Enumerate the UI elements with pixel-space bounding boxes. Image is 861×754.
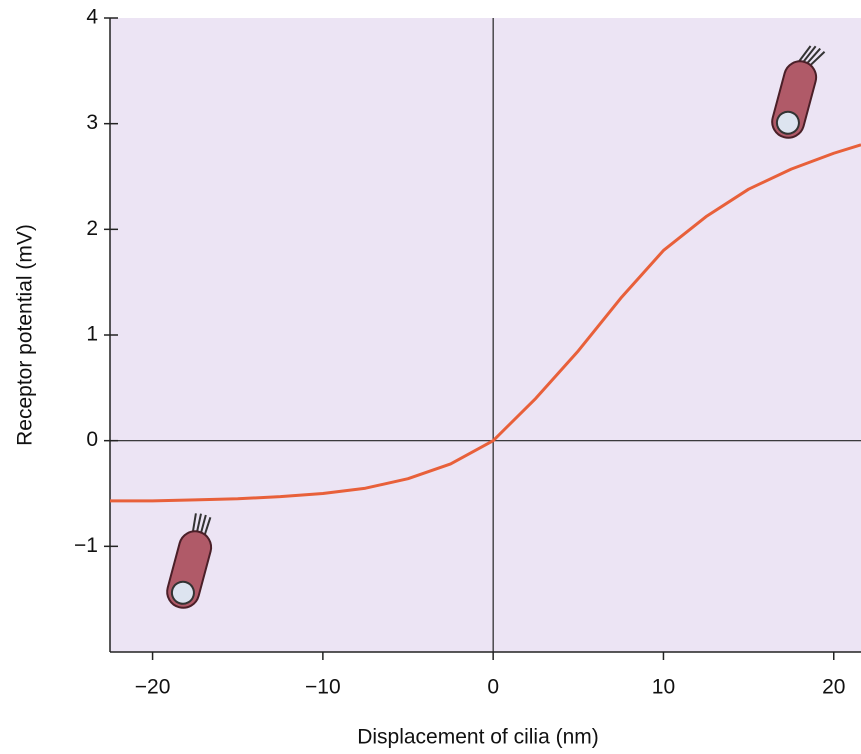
y-tick-label: 4 [86, 6, 98, 29]
x-axis-label: Displacement of cilia (nm) [357, 726, 599, 749]
plot-area [110, 18, 861, 652]
hair-cell-icon [166, 513, 213, 609]
x-tick-label: 10 [652, 676, 675, 699]
x-tick-label: 20 [822, 676, 845, 699]
y-tick-label: 0 [86, 428, 98, 451]
x-tick-label: −20 [135, 676, 171, 699]
hair-cell-icon [771, 45, 826, 139]
x-tick-label: 0 [487, 676, 499, 699]
y-tick-label: 3 [86, 111, 98, 134]
x-tick-label: −10 [305, 676, 341, 699]
y-tick-label: 1 [86, 323, 98, 346]
y-tick-label: 2 [86, 217, 98, 240]
y-axis-label: Receptor potential (mV) [14, 224, 37, 446]
line-series [110, 143, 861, 503]
y-tick-label: −1 [74, 534, 98, 557]
